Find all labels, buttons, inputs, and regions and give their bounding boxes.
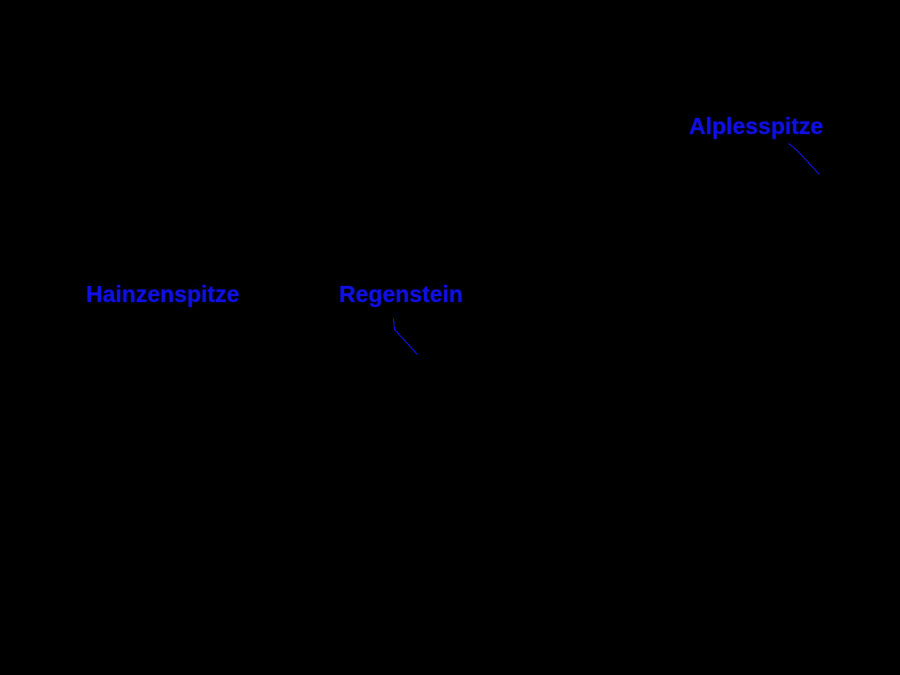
svg-text:Regenstein: Regenstein xyxy=(339,281,463,307)
svg-text:Alplesspitze: Alplesspitze xyxy=(689,113,823,139)
svg-text:Hainzenspitze: Hainzenspitze xyxy=(86,281,239,307)
